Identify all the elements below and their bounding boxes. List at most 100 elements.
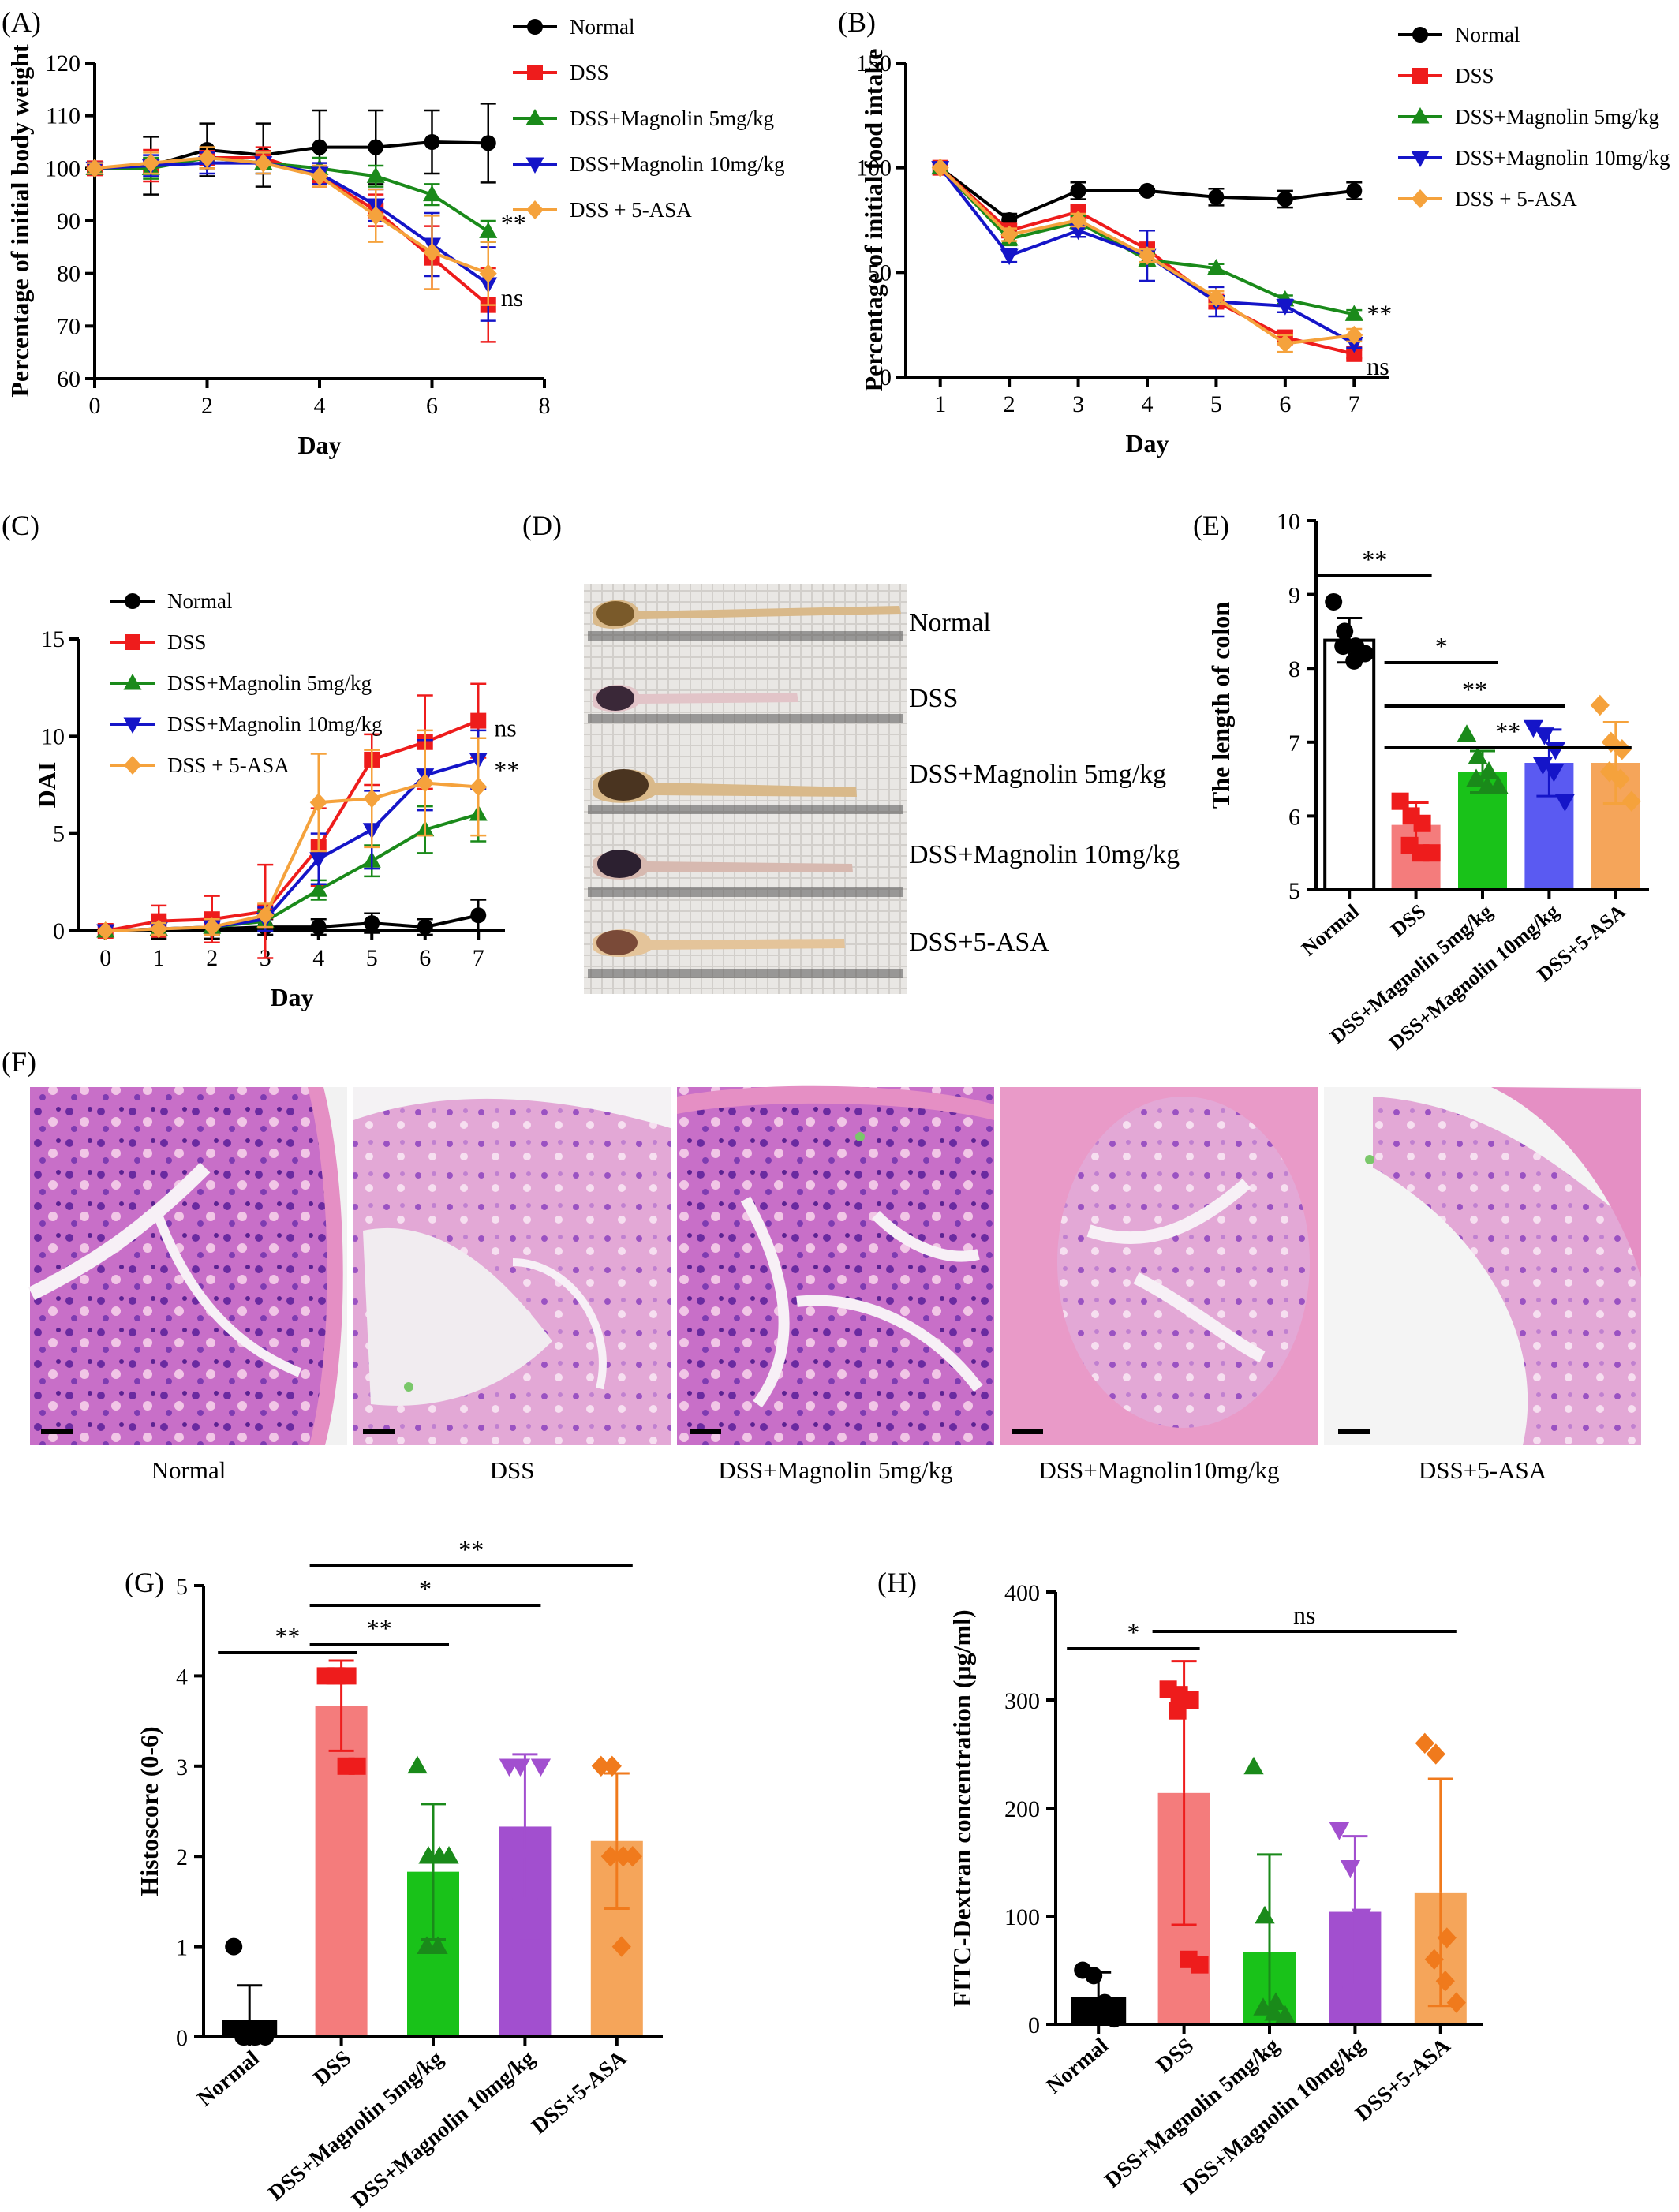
data-point — [417, 919, 433, 936]
data-point — [931, 158, 949, 177]
data-point — [1424, 1949, 1444, 1970]
colon-5asa-image — [588, 929, 903, 978]
data-point — [254, 153, 272, 173]
y-tick-label: 200 — [1004, 1796, 1040, 1822]
x-tick-label: 1 — [153, 945, 165, 971]
data-point — [1329, 1822, 1350, 1840]
data-point — [600, 1846, 620, 1867]
data-point — [142, 153, 160, 173]
data-point — [1085, 1967, 1103, 1985]
legend-label: DSS + 5-ASA — [1455, 187, 1577, 211]
x-tick-label: 0 — [99, 945, 111, 971]
data-point — [1488, 775, 1509, 794]
histology-magnolin5-image — [677, 1085, 994, 1445]
data-point — [1446, 1992, 1466, 2013]
bar-group-2 — [1243, 1756, 1296, 2026]
x-tick-label: DSS — [309, 2046, 356, 2091]
data-point — [1543, 764, 1565, 783]
y-axis-title: Histoscore (0-6) — [135, 1726, 163, 1896]
y-tick-label: 6 — [1288, 804, 1300, 830]
y-tick-label: 4 — [176, 1664, 188, 1690]
x-tick-label: DSS — [1152, 2034, 1198, 2079]
y-tick-label: 1 — [176, 1935, 188, 1961]
data-point — [1413, 814, 1431, 832]
y-tick-label: 0 — [53, 918, 65, 944]
data-point — [1554, 794, 1576, 812]
y-tick-label: 2 — [176, 1844, 188, 1870]
significance-label: * — [1435, 632, 1448, 660]
y-tick-label: 0 — [1028, 2012, 1040, 2038]
data-point — [1534, 727, 1555, 745]
data-point — [203, 917, 221, 937]
legend-label: DSS — [167, 630, 207, 654]
y-tick-label: 150 — [856, 50, 892, 77]
series-line — [94, 156, 490, 307]
x-axis-title: Day — [297, 431, 341, 459]
y-tick-label: 10 — [41, 723, 65, 749]
colon-label-5asa: DSS+5-ASA — [909, 928, 1049, 957]
significance-label: ** — [501, 208, 526, 237]
colon-magnolin5-image — [588, 769, 903, 814]
data-point — [424, 134, 440, 150]
legend-marker — [1412, 27, 1428, 43]
legend-marker — [525, 109, 544, 125]
data-point — [150, 919, 168, 939]
bar-group-3 — [1523, 719, 1576, 890]
data-point — [1243, 1756, 1264, 1775]
colon-label-normal: Normal — [909, 608, 991, 637]
y-tick-label: 100 — [1004, 1904, 1040, 1930]
colon-magnolin10-image — [588, 850, 903, 897]
legend-label: Normal — [167, 589, 232, 613]
bar-group-3 — [1329, 1822, 1382, 2024]
data-point — [521, 1848, 542, 1867]
significance-label: ** — [1367, 299, 1392, 327]
panel-c-letter: (C) — [2, 510, 39, 541]
data-point — [602, 1755, 622, 1777]
data-point — [1325, 592, 1343, 611]
data-point — [1000, 225, 1019, 245]
y-tick-label: 400 — [1004, 1580, 1040, 1606]
y-tick-label: 0 — [176, 2025, 188, 2051]
data-point — [591, 1755, 611, 1777]
x-tick-label: 8 — [539, 393, 551, 419]
x-axis-title: Day — [1125, 429, 1169, 458]
panel-d-colon-photo: Normal DSS DSS+Magnolin 5mg/kg DSS+Magno… — [584, 584, 1180, 994]
x-tick-label: Normal — [1041, 2033, 1112, 2098]
series-4 — [96, 729, 488, 940]
data-point — [470, 907, 487, 924]
data-point — [428, 1936, 448, 1954]
legend-marker — [1412, 189, 1429, 208]
y-tick-label: 7 — [1288, 730, 1300, 757]
data-point — [469, 777, 488, 797]
data-point — [1346, 346, 1363, 362]
data-point — [1206, 259, 1225, 275]
legend-marker — [123, 717, 142, 734]
panel-d-letter: (D) — [522, 510, 562, 541]
y-tick-label: 70 — [57, 313, 80, 339]
bar-group-1 — [1391, 792, 1441, 890]
data-point — [86, 159, 103, 178]
data-point — [611, 1936, 631, 1957]
data-point — [1351, 1908, 1372, 1927]
bar — [1323, 638, 1376, 892]
colon-normal-image — [588, 600, 903, 641]
chart-b-food-intake: 0 50 100 150 1 2 3 4 5 6 7 Day Percentage of initial… — [856, 23, 1670, 458]
data-point — [198, 148, 216, 167]
x-tick-label: DSS+5-ASA — [527, 2046, 632, 2139]
x-tick-label: 7 — [473, 945, 484, 971]
legend-marker — [526, 200, 544, 219]
data-point — [364, 915, 380, 932]
data-point — [480, 135, 496, 151]
significance-label: ns — [494, 714, 516, 742]
legend-label: DSS+Magnolin 10mg/kg — [1455, 146, 1670, 170]
significance-label: ** — [458, 1535, 484, 1564]
data-point — [1340, 1860, 1361, 1878]
x-tick-label: 4 — [314, 393, 326, 419]
significance-label: ns — [1367, 352, 1389, 380]
data-point — [519, 1939, 540, 1957]
legend-marker — [527, 65, 543, 80]
significance-label: ns — [501, 283, 523, 312]
